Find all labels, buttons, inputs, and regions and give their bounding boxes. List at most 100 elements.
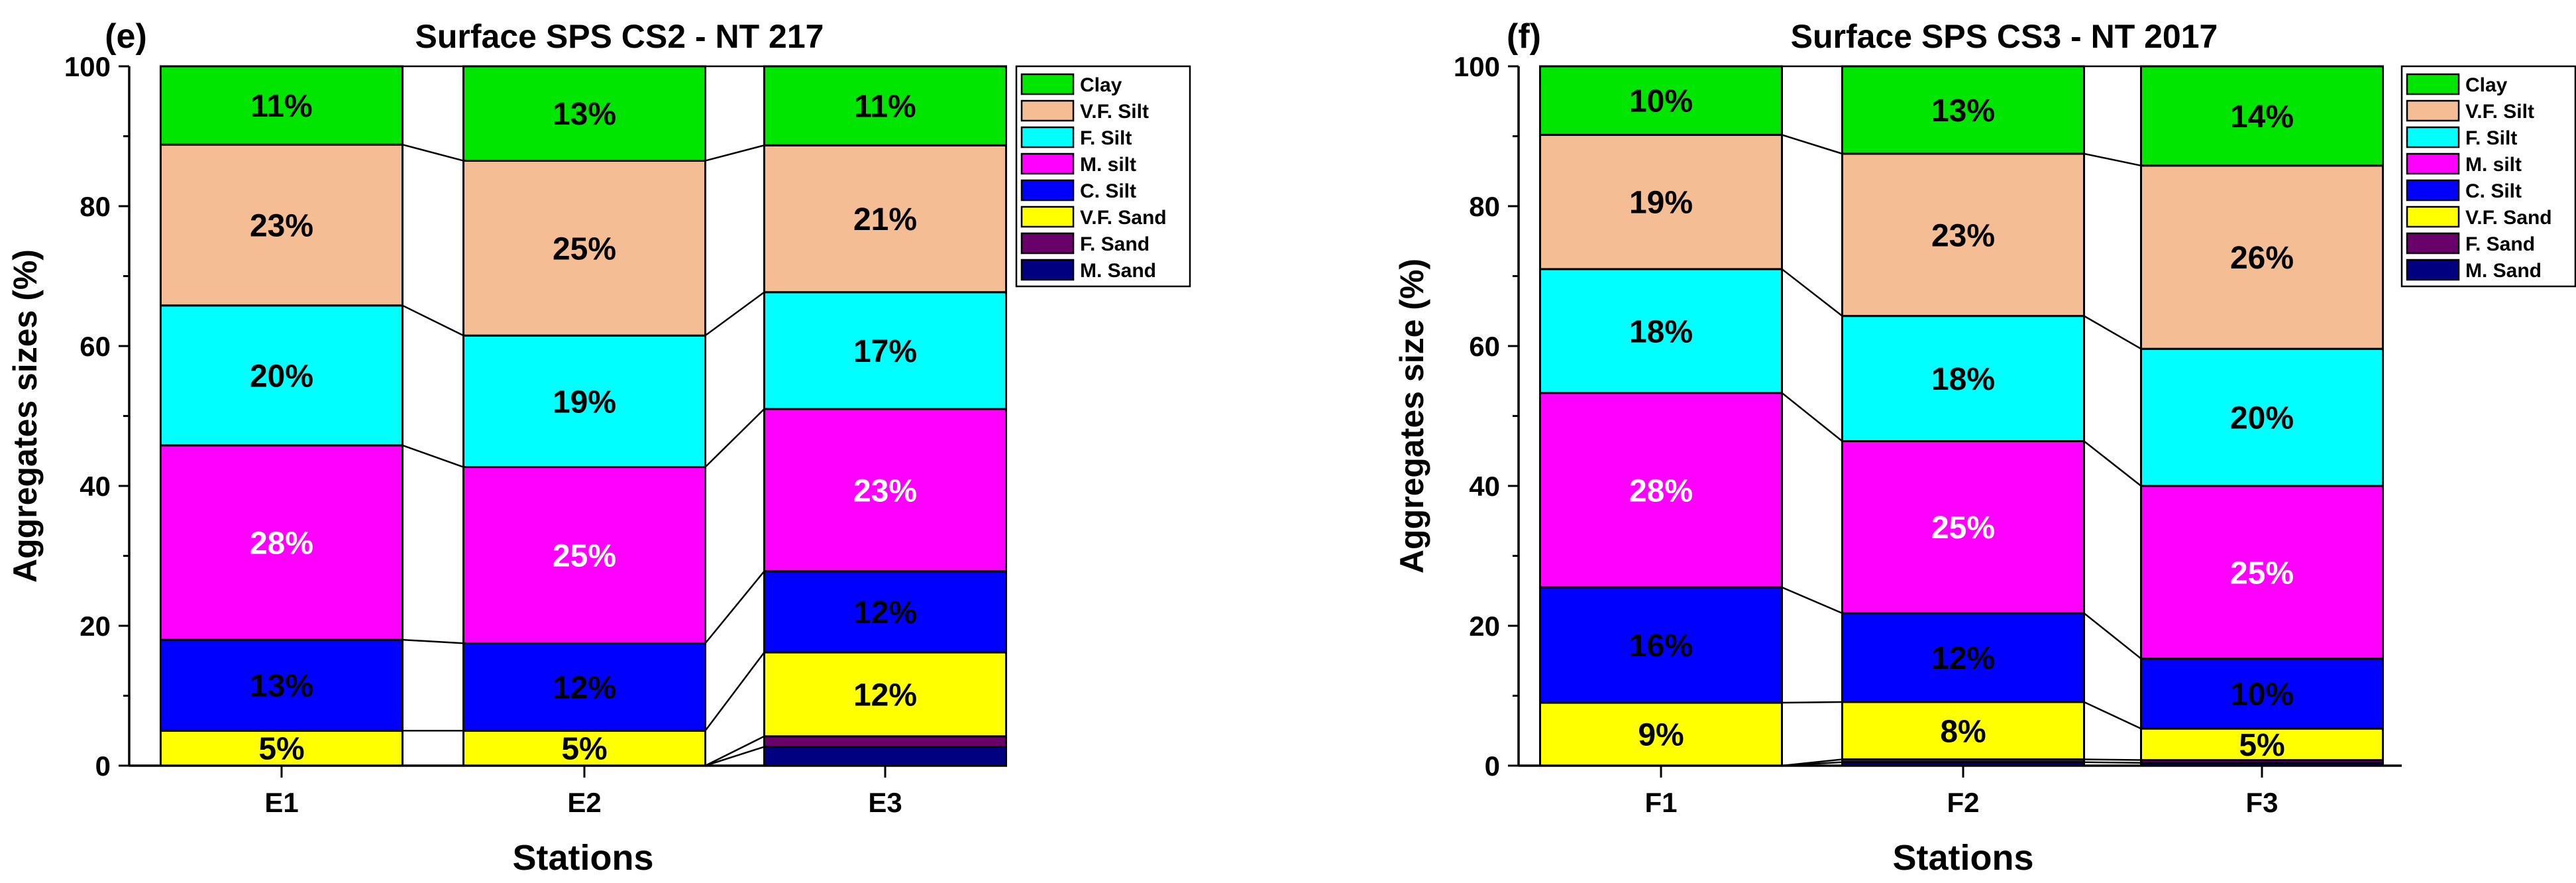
data-label: 13%: [553, 97, 616, 132]
legend-label: Clay: [2465, 74, 2508, 96]
bar-segment: [160, 729, 403, 767]
y-tick-label: 0: [95, 750, 111, 782]
legend-swatch: [1020, 232, 1075, 255]
y-axis-label: Aggregates sizes (%): [7, 249, 44, 583]
legend-label: M. silt: [1080, 154, 1136, 176]
y-tick-label: 80: [80, 191, 111, 222]
bar-segment: [763, 291, 1007, 410]
bar-segment: [763, 408, 1007, 573]
y-tick-label: 80: [1469, 191, 1500, 222]
bar-segment: [1539, 392, 1783, 589]
legend-swatch: [1020, 206, 1075, 228]
bar-segment: [1539, 586, 1783, 704]
legend-swatch: [2406, 232, 2460, 255]
bar-segment: [763, 144, 1007, 294]
bar-segment: [160, 143, 403, 307]
connector-line: [1781, 268, 1843, 317]
legend-swatch: [2406, 73, 2460, 95]
data-label: 18%: [1629, 314, 1693, 349]
bar-segment: [462, 65, 706, 162]
data-label: 28%: [250, 526, 313, 561]
data-label: 5%: [258, 732, 304, 767]
legend-label: V.F. Sand: [2465, 207, 2552, 229]
legend-label: F. Silt: [1080, 127, 1132, 149]
bar-segment: [160, 444, 403, 641]
chart-title: Surface SPS CS3 - NT 2017: [1791, 18, 2218, 55]
legend-swatch: [1020, 179, 1075, 202]
connector-line: [2083, 315, 2142, 350]
data-label: 13%: [250, 669, 313, 704]
legend-label: C. Silt: [2465, 180, 2522, 202]
bar-segment: [160, 304, 403, 447]
bar-segment: [1539, 701, 1783, 767]
legend-swatch: [1020, 126, 1075, 148]
data-label: 5%: [561, 732, 607, 767]
y-tick-label: 100: [64, 51, 111, 82]
y-tick-label: 40: [80, 471, 111, 502]
data-label: 12%: [853, 677, 917, 713]
data-label: 28%: [1629, 473, 1693, 508]
legend-swatch: [2406, 99, 2460, 122]
legend-label: Clay: [1080, 74, 1122, 96]
legend-swatch: [2406, 259, 2460, 281]
connector-line: [704, 408, 765, 468]
chart-panel-f: 9% 8% 5% 16% 12% 10% 28% 25% 25% 18% 18% 20% 19% 23% 2…: [1393, 17, 2576, 878]
data-label: 25%: [553, 231, 616, 266]
connector-line: [1782, 701, 1843, 704]
y-tick-label: 20: [1469, 611, 1500, 642]
bar-segment: [1539, 133, 1783, 270]
data-label: 9%: [1638, 718, 1684, 753]
data-label: 12%: [1931, 641, 1995, 676]
bar-segment: [462, 466, 706, 644]
connector-line: [402, 444, 464, 468]
y-tick-label: 100: [1454, 51, 1500, 82]
connector-line: [704, 570, 765, 644]
connector-line: [705, 746, 765, 767]
connector-line: [704, 291, 765, 337]
legend-label: M. Sand: [2465, 260, 2542, 282]
data-label: 20%: [250, 359, 313, 394]
bar-segment: [160, 65, 403, 146]
x-tick-label: F3: [2245, 787, 2278, 818]
bar-segment: [2140, 164, 2384, 350]
data-label: 18%: [1931, 362, 1995, 397]
x-tick-label: E2: [567, 787, 601, 818]
data-label: 5%: [2239, 728, 2284, 763]
bar-segment: [1841, 612, 2085, 703]
bar-segment: [2140, 658, 2384, 730]
y-tick-label: 60: [80, 331, 111, 362]
data-label: 10%: [1629, 84, 1693, 119]
bar-segment: [763, 735, 1007, 748]
data-label: 23%: [250, 208, 313, 243]
bar-segment: [1539, 268, 1783, 394]
connector-line: [2083, 701, 2142, 730]
connector-line: [402, 638, 464, 644]
connector-line: [2083, 440, 2142, 487]
legend-swatch: [2406, 152, 2460, 175]
data-label: 12%: [553, 670, 616, 705]
data-label: 23%: [1931, 218, 1995, 253]
legend-label: V.F. Sand: [1080, 207, 1167, 229]
legend-swatch: [2406, 206, 2460, 228]
data-label: 26%: [2230, 241, 2294, 276]
connector-line: [2084, 152, 2141, 167]
data-label: 12%: [853, 595, 917, 630]
y-axis-label: Aggregates size (%): [1393, 259, 1430, 573]
bar-segment: [763, 65, 1007, 147]
data-label: 16%: [1629, 628, 1693, 664]
data-label: 19%: [1629, 186, 1693, 221]
data-label: 20%: [2230, 401, 2294, 436]
data-label: 17%: [853, 334, 917, 369]
bar-segment: [1841, 701, 2085, 761]
data-label: 19%: [553, 384, 616, 420]
chart-panel-e: 5% 5% 12% 13% 12% 12% 28% 25% 23% 20% 19% 17% 23% 25%…: [7, 17, 1191, 878]
data-label: 13%: [1931, 93, 1995, 129]
y-tick-label: 40: [1469, 471, 1500, 502]
bar-segment: [462, 334, 706, 469]
legend-swatch: [1020, 259, 1075, 281]
connector-line: [2084, 761, 2141, 764]
x-axis-label: Stations: [1892, 838, 2033, 878]
legend-swatch: [2406, 126, 2460, 148]
